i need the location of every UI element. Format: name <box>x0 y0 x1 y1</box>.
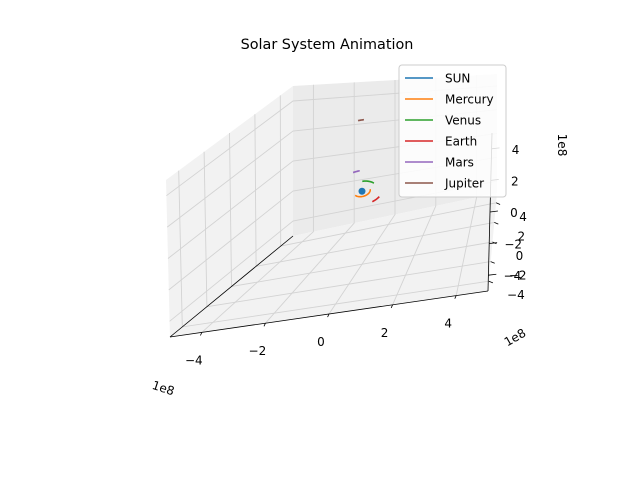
tick-mark <box>488 273 497 276</box>
x-offset-label: 1e8 <box>150 378 176 398</box>
floor-pane <box>170 193 497 337</box>
y-tick-label: −2 <box>509 269 527 283</box>
z-tick-label: 0 <box>510 206 518 220</box>
z-offset-label: 1e8 <box>555 134 569 157</box>
x-axis-line <box>169 235 294 338</box>
grid-line-x <box>265 82 355 324</box>
y-tick-label: 2 <box>517 229 525 243</box>
grid-line-x <box>328 80 396 315</box>
tick-mark <box>489 242 498 244</box>
tick-mark <box>492 241 497 245</box>
chart-title: Solar System Animation <box>241 37 414 53</box>
orbit-mars <box>352 170 360 174</box>
orbit-venus <box>362 180 375 184</box>
tick-mark <box>490 261 495 264</box>
x-tick-label: −2 <box>249 344 267 358</box>
tick-mark <box>454 295 457 299</box>
z-tick-label: 2 <box>511 174 519 188</box>
z-tick-label: −4 <box>504 269 522 283</box>
tick-mark <box>495 202 501 205</box>
tick-mark <box>390 304 393 309</box>
y-tick-label: 4 <box>519 210 527 224</box>
tick-mark <box>327 313 330 318</box>
legend-label-earth: Earth <box>445 135 477 149</box>
left-pane <box>166 86 293 337</box>
tick-mark <box>488 280 494 284</box>
grid-line-x <box>201 84 314 333</box>
legend-label-venus: Venus <box>445 114 481 128</box>
legend-box <box>398 64 507 198</box>
z-tick-label: −2 <box>504 238 522 252</box>
legend-label-jupiter: Jupiter <box>444 177 484 191</box>
y-offset-label: 1e8 <box>502 326 529 349</box>
legend-label-sun: SUN <box>445 72 470 86</box>
tick-mark <box>200 332 203 336</box>
y-tick-label: −4 <box>507 288 525 302</box>
orbit-earth <box>371 195 380 203</box>
x-tick-label: −4 <box>185 353 203 367</box>
tick-mark <box>263 323 266 327</box>
orbit-jupiter <box>357 118 364 122</box>
tick-mark <box>494 222 499 225</box>
orbit-series <box>352 118 380 203</box>
legend-label-mercury: Mercury <box>445 93 494 107</box>
x-tick-label: 2 <box>381 326 389 340</box>
orbit-mercury <box>354 188 372 198</box>
tick-mark <box>489 210 498 213</box>
legend-label-mars: Mars <box>445 156 474 170</box>
sun-marker <box>358 187 366 195</box>
z-tick-label: 4 <box>512 143 520 157</box>
x-tick-label: 4 <box>444 317 452 331</box>
legend: SUN Mercury Venus Earth Mars Jupiter <box>398 64 507 198</box>
x-tick-label: 0 <box>317 335 325 349</box>
y-tick-label: 0 <box>516 249 524 263</box>
